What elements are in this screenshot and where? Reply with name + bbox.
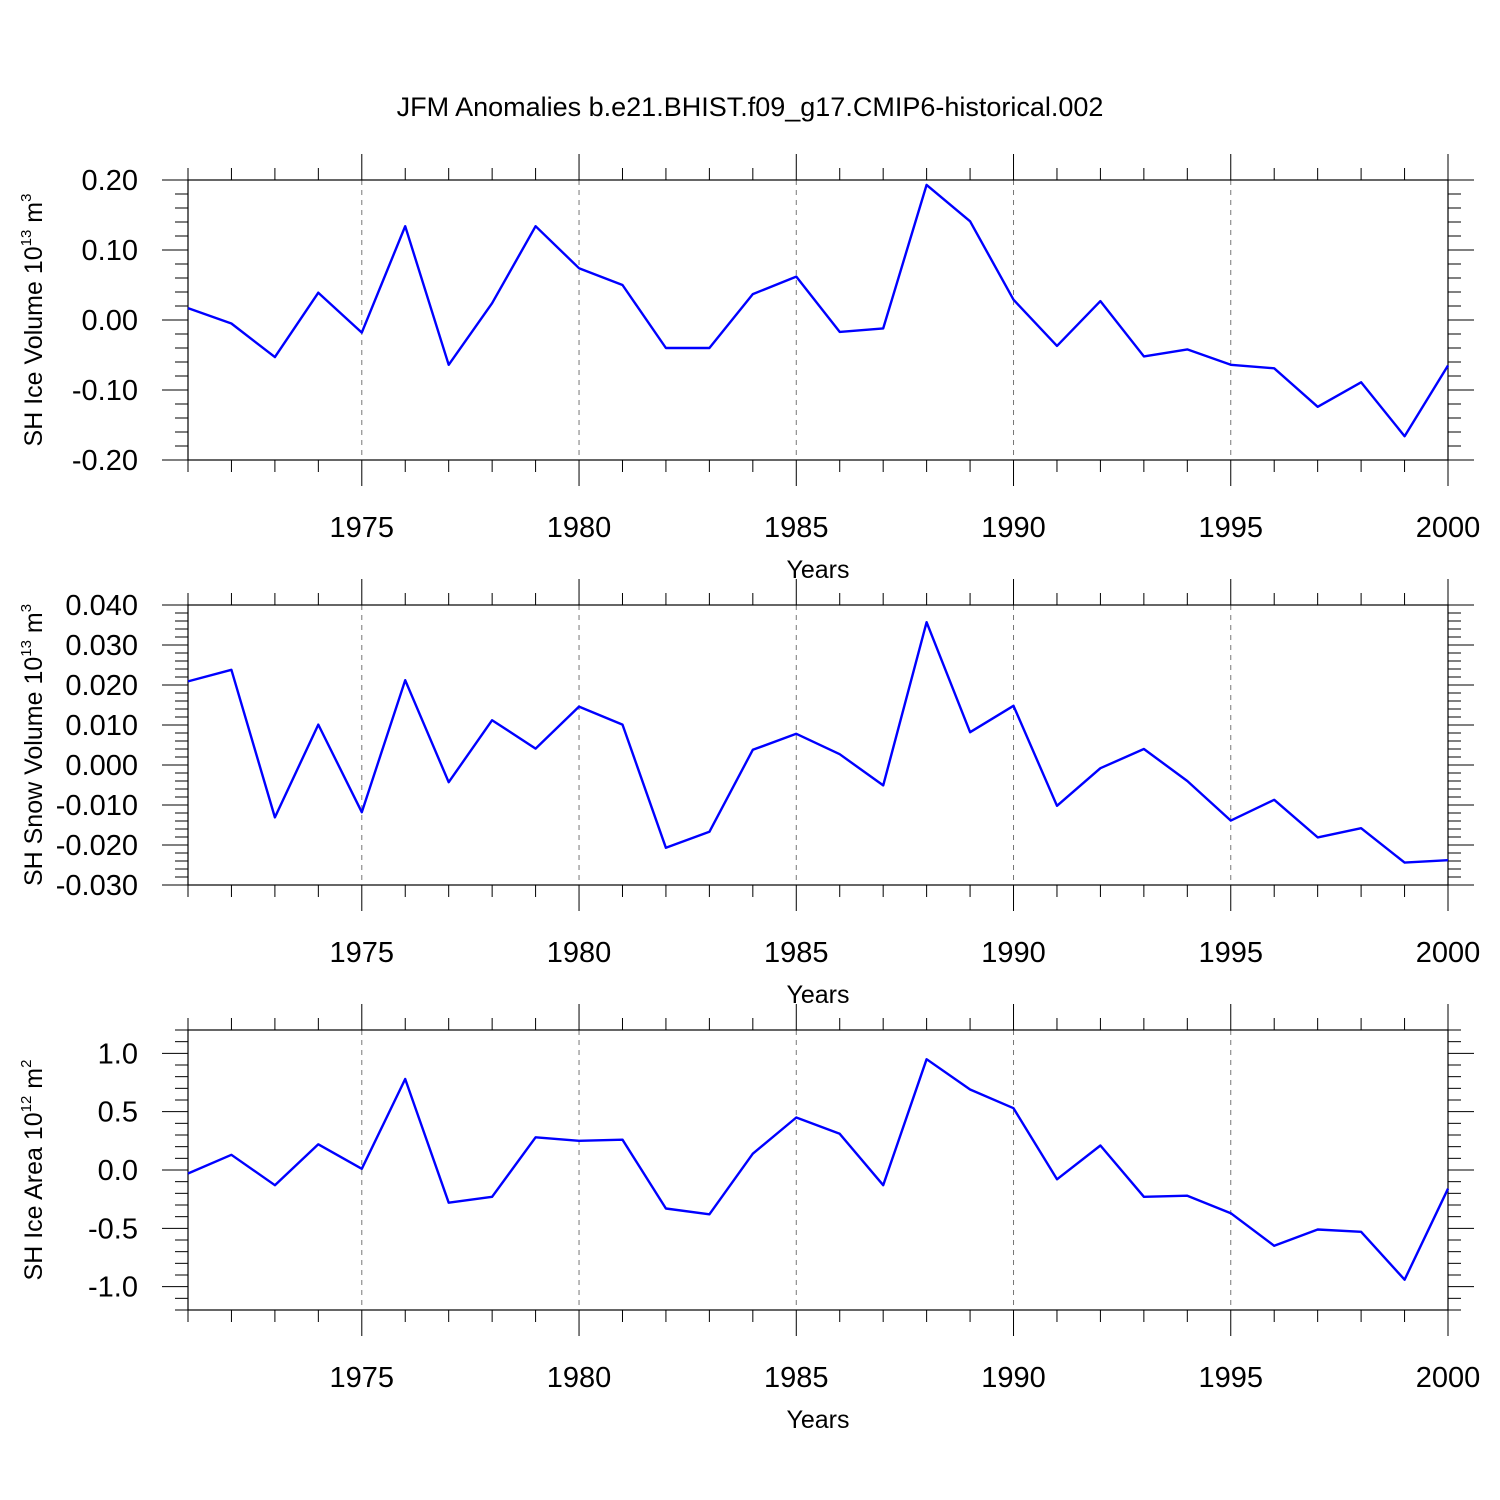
- y-tick-label: 0.00: [82, 305, 138, 337]
- x-tick-label: 1985: [764, 1362, 829, 1394]
- y-tick-label: -0.020: [56, 830, 138, 862]
- x-tick-label: 1980: [547, 937, 612, 969]
- y-axis-label: SH Ice Area 1012 m2: [18, 1060, 48, 1281]
- x-axis-label: Years: [786, 1406, 849, 1434]
- plot-frame: [187, 179, 1449, 461]
- x-tick-label: 1980: [547, 512, 612, 544]
- x-axis-label: Years: [786, 981, 849, 1009]
- x-tick-label: 1975: [330, 512, 395, 544]
- x-axis-label: Years: [786, 556, 849, 584]
- x-tick-label: 1995: [1199, 937, 1264, 969]
- x-tick-label: 2000: [1416, 512, 1481, 544]
- y-tick-label: 0.0: [98, 1155, 138, 1187]
- y-tick-label: -0.030: [56, 870, 138, 902]
- series-line: [187, 183, 1450, 438]
- plot-frame: [187, 604, 1449, 886]
- y-tick-label: 0.20: [82, 165, 138, 197]
- panel-1: -0.20 -0.10 0.00 0.10 0.20 1975 1980 1985 1990 19…: [18, 154, 1480, 584]
- y-tick-label: -1.0: [88, 1272, 138, 1304]
- y-tick-label: 0.020: [65, 670, 138, 702]
- x-tick-label: 2000: [1416, 937, 1481, 969]
- x-tick-label: 2000: [1416, 1362, 1481, 1394]
- x-tick-label: 1990: [981, 937, 1046, 969]
- plot-frame: [187, 1029, 1449, 1311]
- y-axis-label: SH Snow Volume 1013 m3: [18, 604, 48, 886]
- y-tick-label: 1.0: [98, 1038, 138, 1070]
- y-tick-label: -0.10: [72, 375, 138, 407]
- y-tick-label: -0.010: [56, 790, 138, 822]
- x-tick-label: 1995: [1199, 1362, 1264, 1394]
- y-tick-label: -0.20: [72, 445, 138, 477]
- panel-3: -1.0 -0.5 0.0 0.5 1.0 1975 1980 1985 1990 1995 200…: [18, 1004, 1480, 1434]
- y-tick-label: 0.040: [65, 590, 138, 622]
- y-tick-label: 0.010: [65, 710, 138, 742]
- series-line: [187, 621, 1449, 864]
- y-tick-label: 0.030: [65, 630, 138, 662]
- chart-title: JFM Anomalies b.e21.BHIST.f09_g17.CMIP6-…: [397, 92, 1104, 122]
- x-tick-label: 1975: [330, 1362, 395, 1394]
- y-tick-label: 0.10: [82, 235, 138, 267]
- y-axis-label: SH Ice Volume 1013 m3: [18, 194, 48, 447]
- x-tick-label: 1975: [330, 937, 395, 969]
- x-tick-label: 1985: [764, 512, 829, 544]
- y-tick-label: -0.5: [88, 1213, 138, 1245]
- x-tick-label: 1995: [1199, 512, 1264, 544]
- x-tick-label: 1990: [981, 512, 1046, 544]
- x-tick-label: 1980: [547, 1362, 612, 1394]
- y-tick-label: 0.000: [65, 750, 138, 782]
- panel-2: -0.030 -0.020 -0.010 0.000 0.010 0.020 0.030 0.…: [18, 579, 1480, 1009]
- x-tick-label: 1990: [981, 1362, 1046, 1394]
- y-tick-label: 0.5: [98, 1097, 138, 1129]
- series-line: [187, 1057, 1450, 1281]
- x-tick-label: 1985: [764, 937, 829, 969]
